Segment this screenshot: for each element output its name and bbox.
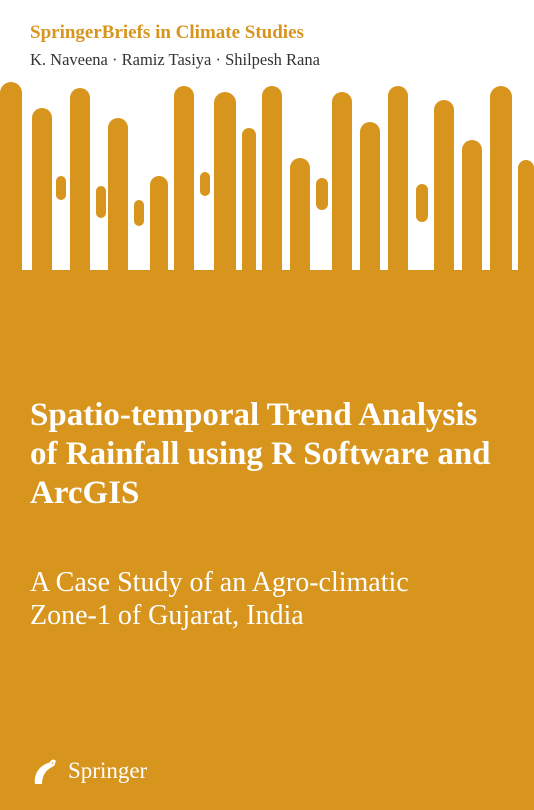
book-subtitle: A Case Study of an Agro-climatic Zone-1 … [30,566,414,632]
series-title: SpringerBriefs in Climate Studies [30,22,304,44]
book-title: Spatio-temporal Trend Analysis of Rainfa… [30,396,494,513]
book-cover: SpringerBriefs in Climate Studies K. Nav… [0,0,534,810]
publisher-block: Springer [30,756,147,786]
publisher-name: Springer [68,758,147,784]
authors-line: K. Naveena · Ramiz Tasiya · Shilpesh Ran… [30,50,320,70]
springer-horse-icon [30,756,58,786]
